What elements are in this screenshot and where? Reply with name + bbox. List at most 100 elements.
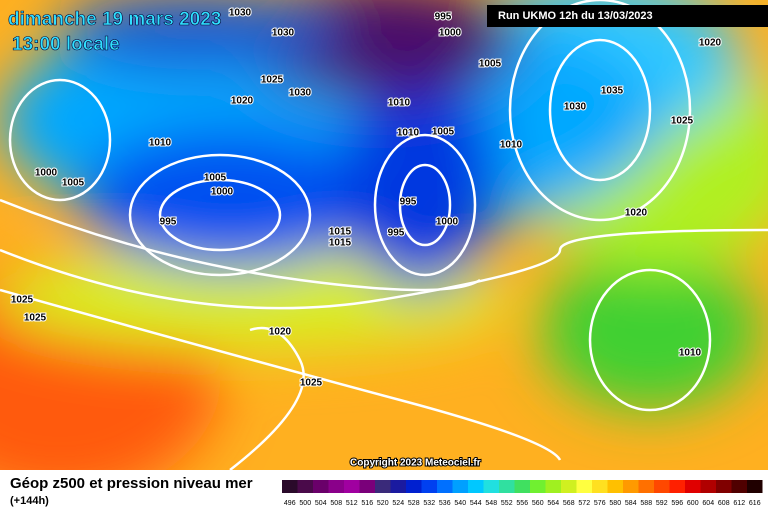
colorbar-cell (561, 480, 577, 493)
colorbar-label: 520 (377, 500, 389, 507)
colorbar-cell (576, 480, 592, 493)
colorbar-label: 616 (749, 500, 761, 507)
colorbar: 496 500 504 508 512 516 520 524 528 532 536 540 544 5… (282, 480, 763, 507)
colorbar-cell (375, 480, 391, 493)
lead-time: (+144h) (10, 495, 49, 507)
isobar-label: 1000 (211, 187, 234, 198)
colorbar-cell (499, 480, 515, 493)
isobar-label: 1010 (679, 348, 702, 359)
colorbar-cell (390, 480, 406, 493)
isobar-label: 1020 (269, 327, 292, 338)
isobar-label: 1015 (329, 238, 352, 249)
colorbar-label: 564 (547, 500, 559, 507)
colorbar-label: 508 (330, 500, 342, 507)
colorbar-cell (685, 480, 701, 493)
colorbar-label: 528 (408, 500, 420, 507)
colorbar-label: 592 (656, 500, 668, 507)
colorbar-label: 552 (501, 500, 513, 507)
isobar-label: 1020 (699, 38, 722, 49)
colorbar-cell (297, 480, 313, 493)
isobar-label: 1030 (289, 88, 312, 99)
isobar-label: 1020 (231, 96, 254, 107)
colorbar-label: 588 (640, 500, 652, 507)
colorbar-cell (359, 480, 375, 493)
colorbar-cell (607, 480, 623, 493)
isobar-label: 1025 (261, 75, 284, 86)
colorbar-label: 560 (532, 500, 544, 507)
colorbar-label: 516 (361, 500, 373, 507)
colorbar-cell (731, 480, 747, 493)
colorbar-cell (313, 480, 329, 493)
colorbar-label: 532 (423, 500, 435, 507)
colorbar-cell (514, 480, 530, 493)
colorbar-label: 608 (718, 500, 730, 507)
colorbar-cell (530, 480, 546, 493)
colorbar-label: 496 (284, 500, 296, 507)
colorbar-cell (654, 480, 670, 493)
isobar-label: 1025 (11, 295, 34, 306)
copyright: Copyright 2023 Meteociel.fr (350, 458, 481, 469)
isobar-label: 1010 (149, 138, 172, 149)
isobar-label: 1025 (300, 378, 323, 389)
colorbar-label: 568 (563, 500, 575, 507)
time-label: 13:00 locale (12, 34, 120, 55)
colorbar-cell (638, 480, 654, 493)
colorbar-label: 576 (594, 500, 606, 507)
isobar-label: 1030 (564, 102, 587, 113)
isobar-label: 1010 (397, 128, 420, 139)
colorbar-label: 572 (578, 500, 590, 507)
isobar-label: 1000 (35, 168, 58, 179)
colorbar-label: 596 (671, 500, 683, 507)
colorbar-label: 536 (439, 500, 451, 507)
isobar-label: 1030 (229, 8, 252, 19)
isobar-label: 995 (160, 217, 177, 228)
isobar-label: 1035 (601, 86, 624, 97)
colorbar-cell (592, 480, 608, 493)
colorbar-cell (669, 480, 685, 493)
colorbar-cell (747, 480, 763, 493)
colorbar-label: 544 (470, 500, 482, 507)
isobar-label: 1020 (625, 208, 648, 219)
colorbar-cell (421, 480, 437, 493)
isobar-label: 995 (435, 12, 452, 23)
colorbar-label: 612 (733, 500, 745, 507)
colorbar-cell (452, 480, 468, 493)
field (0, 0, 768, 470)
isobar-label: 1000 (436, 217, 459, 228)
colorbar-label: 556 (516, 500, 528, 507)
colorbar-cell (328, 480, 344, 493)
colorbar-label: 500 (299, 500, 311, 507)
colorbar-label: 584 (625, 500, 637, 507)
colorbar-label: 604 (702, 500, 714, 507)
colorbar-label: 548 (485, 500, 497, 507)
colorbar-cell (468, 480, 484, 493)
isobar-label: 1010 (500, 140, 523, 151)
colorbar-label: 540 (454, 500, 466, 507)
isobar-label: 995 (400, 197, 417, 208)
colorbar-label: 580 (609, 500, 621, 507)
colorbar-cell (344, 480, 360, 493)
isobar-label: 1005 (479, 59, 502, 70)
isobar-label: 1015 (329, 227, 352, 238)
run-box (487, 5, 768, 27)
isobar-label: 1005 (204, 173, 227, 184)
isobar-label: 1010 (388, 98, 411, 109)
colorbar-cell (406, 480, 422, 493)
isobar-label: 1025 (671, 116, 694, 127)
isobar-label: 1025 (24, 313, 47, 324)
footer-title: Géop z500 et pression niveau mer (10, 475, 253, 492)
colorbar-cell (545, 480, 561, 493)
colorbar-cell (623, 480, 639, 493)
colorbar-cell (282, 480, 298, 493)
colorbar-cell (483, 480, 499, 493)
isobar-label: 1000 (439, 28, 462, 39)
isobar-label: 995 (388, 228, 405, 239)
isobar-label: 1005 (62, 178, 85, 189)
colorbar-label: 504 (315, 500, 327, 507)
isobar-label: 1005 (432, 127, 455, 138)
colorbar-cell (716, 480, 732, 493)
colorbar-label: 512 (346, 500, 358, 507)
colorbar-cell (700, 480, 716, 493)
run-label: Run UKMO 12h du 13/03/2023 (498, 10, 653, 22)
